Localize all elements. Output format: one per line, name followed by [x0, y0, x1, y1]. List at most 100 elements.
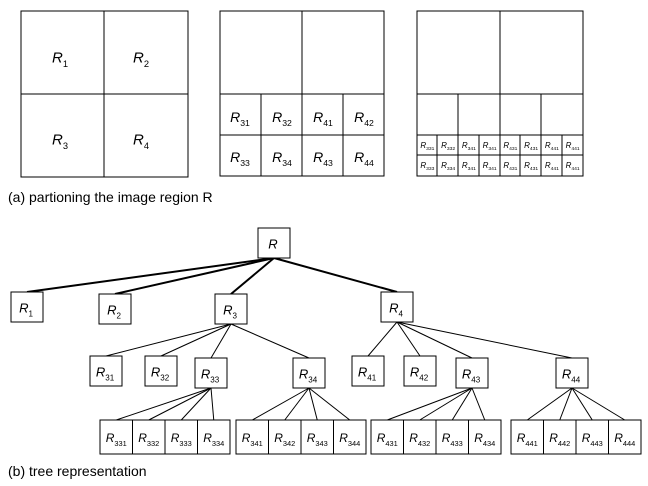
- tree-edge-level2: [396, 321, 473, 359]
- tree-edge-level2: [210, 323, 232, 359]
- tree-node-level1: R1: [10, 291, 44, 323]
- panel-2-cell-label: R31: [230, 109, 250, 128]
- tree-edge-level3: [419, 387, 473, 421]
- tree-edge-level2: [396, 321, 573, 359]
- tree-node-level2: R31: [89, 355, 123, 387]
- tree-node-box: [403, 355, 437, 387]
- tree-node-label: R31: [96, 365, 115, 383]
- tree-leaf-label: R344: [339, 431, 360, 448]
- tree-edge-level3: [284, 387, 310, 421]
- tree-leaf-label: R334: [203, 431, 224, 448]
- panel-3-cell-label: R441: [566, 141, 580, 152]
- tree-edge-level3: [210, 387, 215, 421]
- tree-node-label: R34: [299, 367, 318, 385]
- tree-edge-level2: [230, 323, 310, 359]
- panel-2-cell-label: R42: [354, 109, 374, 128]
- tree-edge-level3: [451, 387, 473, 421]
- tree-node-label: R4: [389, 301, 403, 319]
- panel-2-cell-label: R33: [230, 149, 250, 168]
- tree-node-label: R3: [223, 303, 237, 321]
- tree-node-label: R: [268, 237, 277, 252]
- tree-node-label: R33: [201, 367, 220, 385]
- panel-3-cell-label: R332: [441, 141, 455, 152]
- tree-edge-level3: [571, 387, 626, 421]
- tree-edge-level3: [116, 387, 212, 421]
- tree-leaf-box: [99, 419, 133, 455]
- tree-edge-level3: [526, 387, 573, 421]
- tree-leaf-label: R341: [242, 431, 263, 448]
- tree-node-level1: R3: [214, 293, 248, 325]
- tree-edge-root: [26, 257, 275, 293]
- tree-edge-level3: [148, 387, 212, 421]
- tree-edge-root: [114, 257, 275, 295]
- panel-3-cell-label: R441: [545, 161, 559, 172]
- tree-leaf-box: [510, 419, 544, 455]
- caption-b: (b) tree representation: [8, 463, 147, 479]
- tree-leaf-box: [608, 419, 642, 455]
- tree-leaf-label: R433: [442, 431, 463, 448]
- panel-3-cell-label: R341: [462, 161, 476, 172]
- tree-edge-level2: [160, 323, 232, 357]
- tree-node-level2: R32: [144, 355, 178, 387]
- panel-2-cell-label: R41: [313, 109, 333, 128]
- tree-node-level2: R44: [555, 357, 589, 389]
- tree-edge-level3: [559, 387, 573, 421]
- tree-leaf-label: R431: [377, 431, 398, 448]
- tree-node-label: R41: [358, 365, 377, 383]
- partition-panel-2: R31 R32 R41 R42 R33 R34 R43 R44: [219, 10, 385, 177]
- tree-leaf-box: [575, 419, 609, 455]
- tree-edges: [26, 257, 626, 421]
- tree-node-label: R43: [462, 367, 481, 385]
- tree-leaf-label: R444: [614, 431, 635, 448]
- tree-leaf-box: [268, 419, 302, 455]
- tree-node-box: [214, 293, 248, 325]
- tree-leaf-group: R341 R342 R343 R344: [235, 419, 367, 455]
- panel-3-cell-label: R341: [483, 161, 497, 172]
- tree-edge-level2: [105, 323, 232, 357]
- tree-edge-root: [230, 257, 275, 295]
- tree-edge-level3: [308, 387, 318, 421]
- tree-node-level2: R42: [403, 355, 437, 387]
- tree-node-level2: R43: [455, 357, 489, 389]
- panel-3-cell-label: R341: [483, 141, 497, 152]
- tree-edge-level2: [396, 321, 421, 357]
- panel-3-cell-label: R341: [462, 141, 476, 152]
- panel-1-cell-label: R4: [133, 131, 149, 151]
- tree-leaf-label: R432: [409, 431, 430, 448]
- tree-node-level1: R2: [98, 293, 132, 325]
- tree-leaf-label: R333: [171, 431, 192, 448]
- tree-leaf-box: [543, 419, 577, 455]
- panel-3-cell-label: R431: [524, 141, 538, 152]
- tree-leaf-group: R441 R442 R443 R444: [510, 419, 642, 455]
- tree-leaf-group: R331 R332 R333 R334: [99, 419, 231, 455]
- tree-edge-level3: [571, 387, 593, 421]
- tree-leaf-label: R443: [582, 431, 603, 448]
- tree-node-box: [351, 355, 385, 387]
- tree-edge-level3: [471, 387, 486, 421]
- panel-3-cell-label: R431: [503, 161, 517, 172]
- tree-node-box: [257, 227, 291, 259]
- tree-edge-level3: [252, 387, 310, 421]
- tree-leaf-label: R434: [474, 431, 495, 448]
- panel-1-cell-label: R3: [52, 131, 68, 151]
- tree-edge-root: [273, 257, 398, 293]
- panel-2-cell-label: R34: [272, 149, 292, 168]
- panel-1-cell-label: R2: [133, 49, 149, 69]
- tree-leaf-box: [235, 419, 269, 455]
- tree-leaf-label: R342: [274, 431, 295, 448]
- caption-a: (a) partioning the image region R: [8, 189, 213, 205]
- tree-node-box: [292, 357, 326, 389]
- tree-node-root: R: [257, 227, 291, 259]
- panel-2-cell-label: R32: [272, 109, 292, 128]
- tree-leaf-label: R332: [138, 431, 159, 448]
- panel-3-cell-label: R331: [420, 141, 434, 152]
- tree-leaf-box: [164, 419, 198, 455]
- tree-leaf-label: R442: [549, 431, 570, 448]
- panel-2-cell-label: R44: [354, 149, 374, 168]
- tree-node-box: [194, 357, 228, 389]
- tree-node-label: R32: [151, 365, 170, 383]
- tree-node-label: R42: [410, 365, 429, 383]
- tree-leaf-box: [370, 419, 404, 455]
- tree-node-box: [380, 291, 414, 323]
